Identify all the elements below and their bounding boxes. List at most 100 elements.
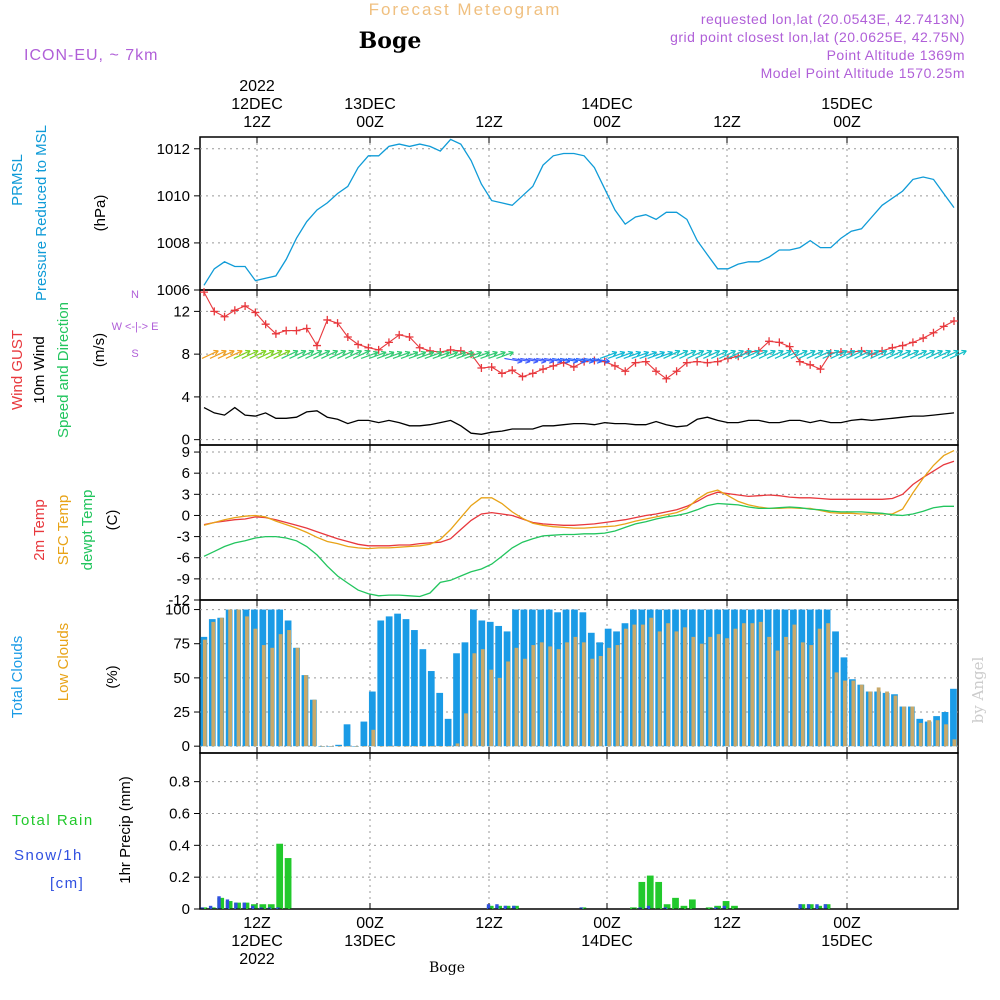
low-clouds-bar — [202, 639, 207, 747]
wind-direction-arrow — [766, 350, 784, 359]
wind10m-label: 10m Wind — [31, 336, 48, 404]
wind-direction-arrowhead — [420, 350, 427, 357]
y-tick-label: 6 — [182, 465, 190, 482]
low-clouds-bar — [581, 642, 586, 747]
y-tick-label: 1012 — [157, 141, 190, 158]
snow-bar — [663, 907, 668, 909]
low-clouds-bar — [556, 649, 561, 747]
low-clouds-bar — [784, 636, 788, 747]
wind-direction-label: Speed and Direction — [55, 302, 72, 438]
wind-direction-arrowhead — [476, 350, 482, 357]
wind-direction-arrow — [289, 350, 307, 359]
wind-direction-arrowhead — [802, 349, 808, 356]
total-clouds-bar — [427, 671, 435, 747]
y-tick-label: 0.4 — [169, 837, 190, 854]
wind-direction-arrowhead — [221, 349, 227, 356]
wind-direction-arrow — [886, 350, 903, 359]
pressure-label: PRMSL — [9, 154, 26, 206]
wind-direction-arrowhead — [604, 357, 611, 364]
grid-point-coords: grid point closest lon,lat (20.0625E, 42… — [670, 29, 965, 45]
low-clouds-bar — [413, 746, 418, 747]
low-clouds-bar — [489, 669, 494, 747]
wind-direction-arrow — [344, 350, 362, 359]
bottom-time-label: 13DEC — [344, 933, 396, 950]
low-clouds-bar — [312, 699, 317, 747]
wind-direction-arrow — [615, 351, 633, 359]
wind-direction-arrow — [544, 357, 563, 363]
gust-marker — [292, 326, 301, 335]
top-time-label: 13DEC — [344, 96, 396, 113]
wind-direction-arrow — [392, 351, 411, 359]
wind-direction-arrowhead — [849, 349, 856, 356]
wind-direction-arrowhead — [722, 349, 729, 356]
y-tick-label: 8 — [182, 346, 190, 363]
low-clouds-bar — [405, 746, 409, 747]
rain-legend: Total Rain — [12, 812, 94, 829]
wind-direction-arrowhead — [460, 350, 467, 357]
low-clouds-bar — [767, 636, 772, 747]
y-tick-label: 1006 — [157, 282, 190, 299]
snow-bar — [798, 904, 802, 909]
wind-direction-arrowhead — [292, 349, 299, 356]
gust-marker — [641, 357, 650, 366]
snow-bar — [512, 905, 516, 909]
y-tick-label: -12 — [168, 592, 190, 609]
temp2m-label: 2m Temp — [31, 499, 48, 560]
snow-bar — [646, 905, 651, 909]
wind-direction-arrowhead — [396, 350, 403, 357]
wind-direction-arrowhead — [237, 349, 243, 356]
wind-direction-arrow — [623, 351, 641, 359]
temp-unit: (C) — [104, 510, 121, 531]
rain-bar — [705, 907, 713, 909]
rain-bar — [276, 843, 284, 909]
gust-marker — [682, 358, 691, 367]
low-clouds-bar — [750, 623, 755, 747]
wind-direction-arrow — [329, 350, 346, 359]
wind-direction-arrow — [448, 351, 466, 359]
low-clouds-bar — [649, 617, 654, 747]
gust-marker — [785, 342, 794, 351]
y-tick-label: 0 — [182, 738, 190, 755]
snow-bar — [242, 902, 246, 909]
dewpt-label: dewpt Temp — [79, 490, 96, 571]
low-clouds-bar — [843, 680, 847, 747]
wind-direction-arrowhead — [762, 349, 768, 356]
low-clouds-bar — [817, 628, 822, 747]
low-clouds-bar — [826, 623, 830, 747]
gust-marker — [795, 357, 804, 366]
wind-direction-arrowhead — [213, 349, 219, 356]
wind-direction-arrowhead — [308, 349, 315, 356]
wind-direction-arrowhead — [619, 350, 626, 357]
low-clouds-bar — [944, 724, 948, 747]
low-clouds-bar — [362, 746, 367, 747]
bottom-time-label: 00Z — [593, 915, 621, 932]
wind-direction-arrowhead — [730, 349, 737, 356]
low-clouds-bar — [615, 645, 620, 747]
clouds-unit: (%) — [104, 665, 121, 688]
low-clouds-bar — [522, 658, 527, 747]
y-tick-label: 3 — [182, 486, 190, 503]
total-clouds-bar — [411, 630, 418, 747]
wind-direction-arrow — [782, 350, 800, 359]
wind-direction-arrow — [726, 350, 744, 359]
wind-direction-arrowhead — [500, 350, 506, 357]
wind-direction-arrow — [567, 357, 586, 363]
wind-direction-arrow — [241, 350, 259, 359]
wind-direction-arrow — [512, 357, 531, 363]
wind-direction-arrowhead — [945, 349, 951, 356]
low-clouds-bar — [261, 645, 266, 747]
low-clouds-bar — [624, 628, 628, 747]
wind-unit: (m/s) — [91, 333, 108, 367]
gust-marker — [528, 369, 537, 378]
gust-marker — [806, 360, 815, 369]
wind-direction-arrow — [695, 350, 712, 359]
low-clouds-bar — [809, 645, 814, 747]
low-clouds-bar — [792, 624, 797, 747]
wind-direction-arrowhead — [833, 349, 840, 356]
wind-direction-arrowhead — [253, 349, 259, 356]
wind-direction-arrowhead — [921, 349, 928, 356]
wind-direction-arrow — [257, 350, 275, 359]
wind-direction-arrow — [305, 350, 323, 359]
total-clouds-bar — [453, 653, 460, 747]
